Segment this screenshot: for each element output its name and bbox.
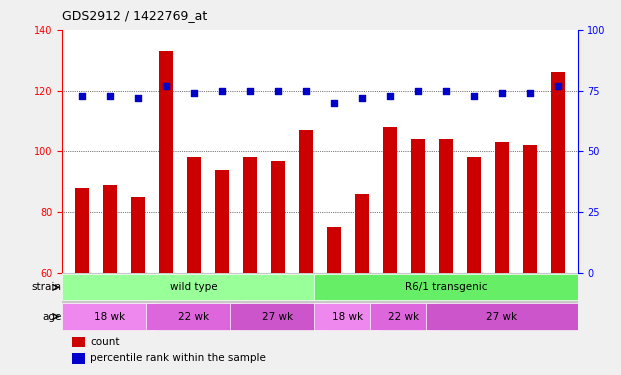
FancyBboxPatch shape bbox=[314, 274, 578, 300]
Text: count: count bbox=[91, 337, 120, 347]
Point bbox=[161, 83, 171, 89]
Point bbox=[385, 93, 395, 99]
FancyBboxPatch shape bbox=[62, 274, 325, 300]
Bar bbox=[467, 158, 481, 273]
Point bbox=[189, 90, 199, 96]
Text: wild type: wild type bbox=[170, 282, 217, 292]
Bar bbox=[73, 336, 85, 348]
Point bbox=[329, 100, 339, 106]
Bar bbox=[523, 146, 537, 273]
Point bbox=[525, 90, 535, 96]
FancyBboxPatch shape bbox=[426, 303, 578, 330]
Text: strain: strain bbox=[32, 282, 61, 292]
Text: 18 wk: 18 wk bbox=[94, 312, 125, 321]
Text: 22 wk: 22 wk bbox=[388, 312, 419, 321]
Bar bbox=[131, 197, 145, 273]
FancyBboxPatch shape bbox=[230, 303, 325, 330]
FancyBboxPatch shape bbox=[146, 303, 242, 330]
Bar bbox=[75, 188, 89, 273]
Point bbox=[133, 95, 143, 101]
Point bbox=[497, 90, 507, 96]
Bar bbox=[495, 142, 509, 273]
Text: GDS2912 / 1422769_at: GDS2912 / 1422769_at bbox=[62, 9, 207, 22]
Bar bbox=[299, 130, 313, 273]
Text: R6/1 transgenic: R6/1 transgenic bbox=[405, 282, 487, 292]
Bar bbox=[355, 194, 369, 273]
Bar bbox=[383, 127, 397, 273]
FancyBboxPatch shape bbox=[370, 303, 437, 330]
Bar bbox=[411, 139, 425, 273]
FancyBboxPatch shape bbox=[62, 303, 157, 330]
Point bbox=[413, 88, 423, 94]
Bar bbox=[243, 158, 257, 273]
Point bbox=[245, 88, 255, 94]
Point bbox=[441, 88, 451, 94]
FancyBboxPatch shape bbox=[314, 303, 381, 330]
Point bbox=[105, 93, 115, 99]
Bar bbox=[215, 170, 229, 273]
Text: percentile rank within the sample: percentile rank within the sample bbox=[91, 353, 266, 363]
Point bbox=[217, 88, 227, 94]
Text: 18 wk: 18 wk bbox=[332, 312, 363, 321]
Point bbox=[301, 88, 310, 94]
Bar bbox=[551, 72, 565, 273]
Point bbox=[469, 93, 479, 99]
Bar bbox=[327, 227, 341, 273]
Bar bbox=[439, 139, 453, 273]
Bar bbox=[271, 160, 285, 273]
Text: age: age bbox=[42, 312, 61, 321]
Text: 27 wk: 27 wk bbox=[486, 312, 517, 321]
Point bbox=[273, 88, 283, 94]
Text: 22 wk: 22 wk bbox=[178, 312, 209, 321]
Point bbox=[357, 95, 367, 101]
Bar bbox=[159, 51, 173, 273]
Bar bbox=[187, 158, 201, 273]
Bar bbox=[73, 353, 85, 364]
Point bbox=[553, 83, 563, 89]
Bar bbox=[102, 185, 117, 273]
Point bbox=[77, 93, 87, 99]
Text: 27 wk: 27 wk bbox=[262, 312, 293, 321]
